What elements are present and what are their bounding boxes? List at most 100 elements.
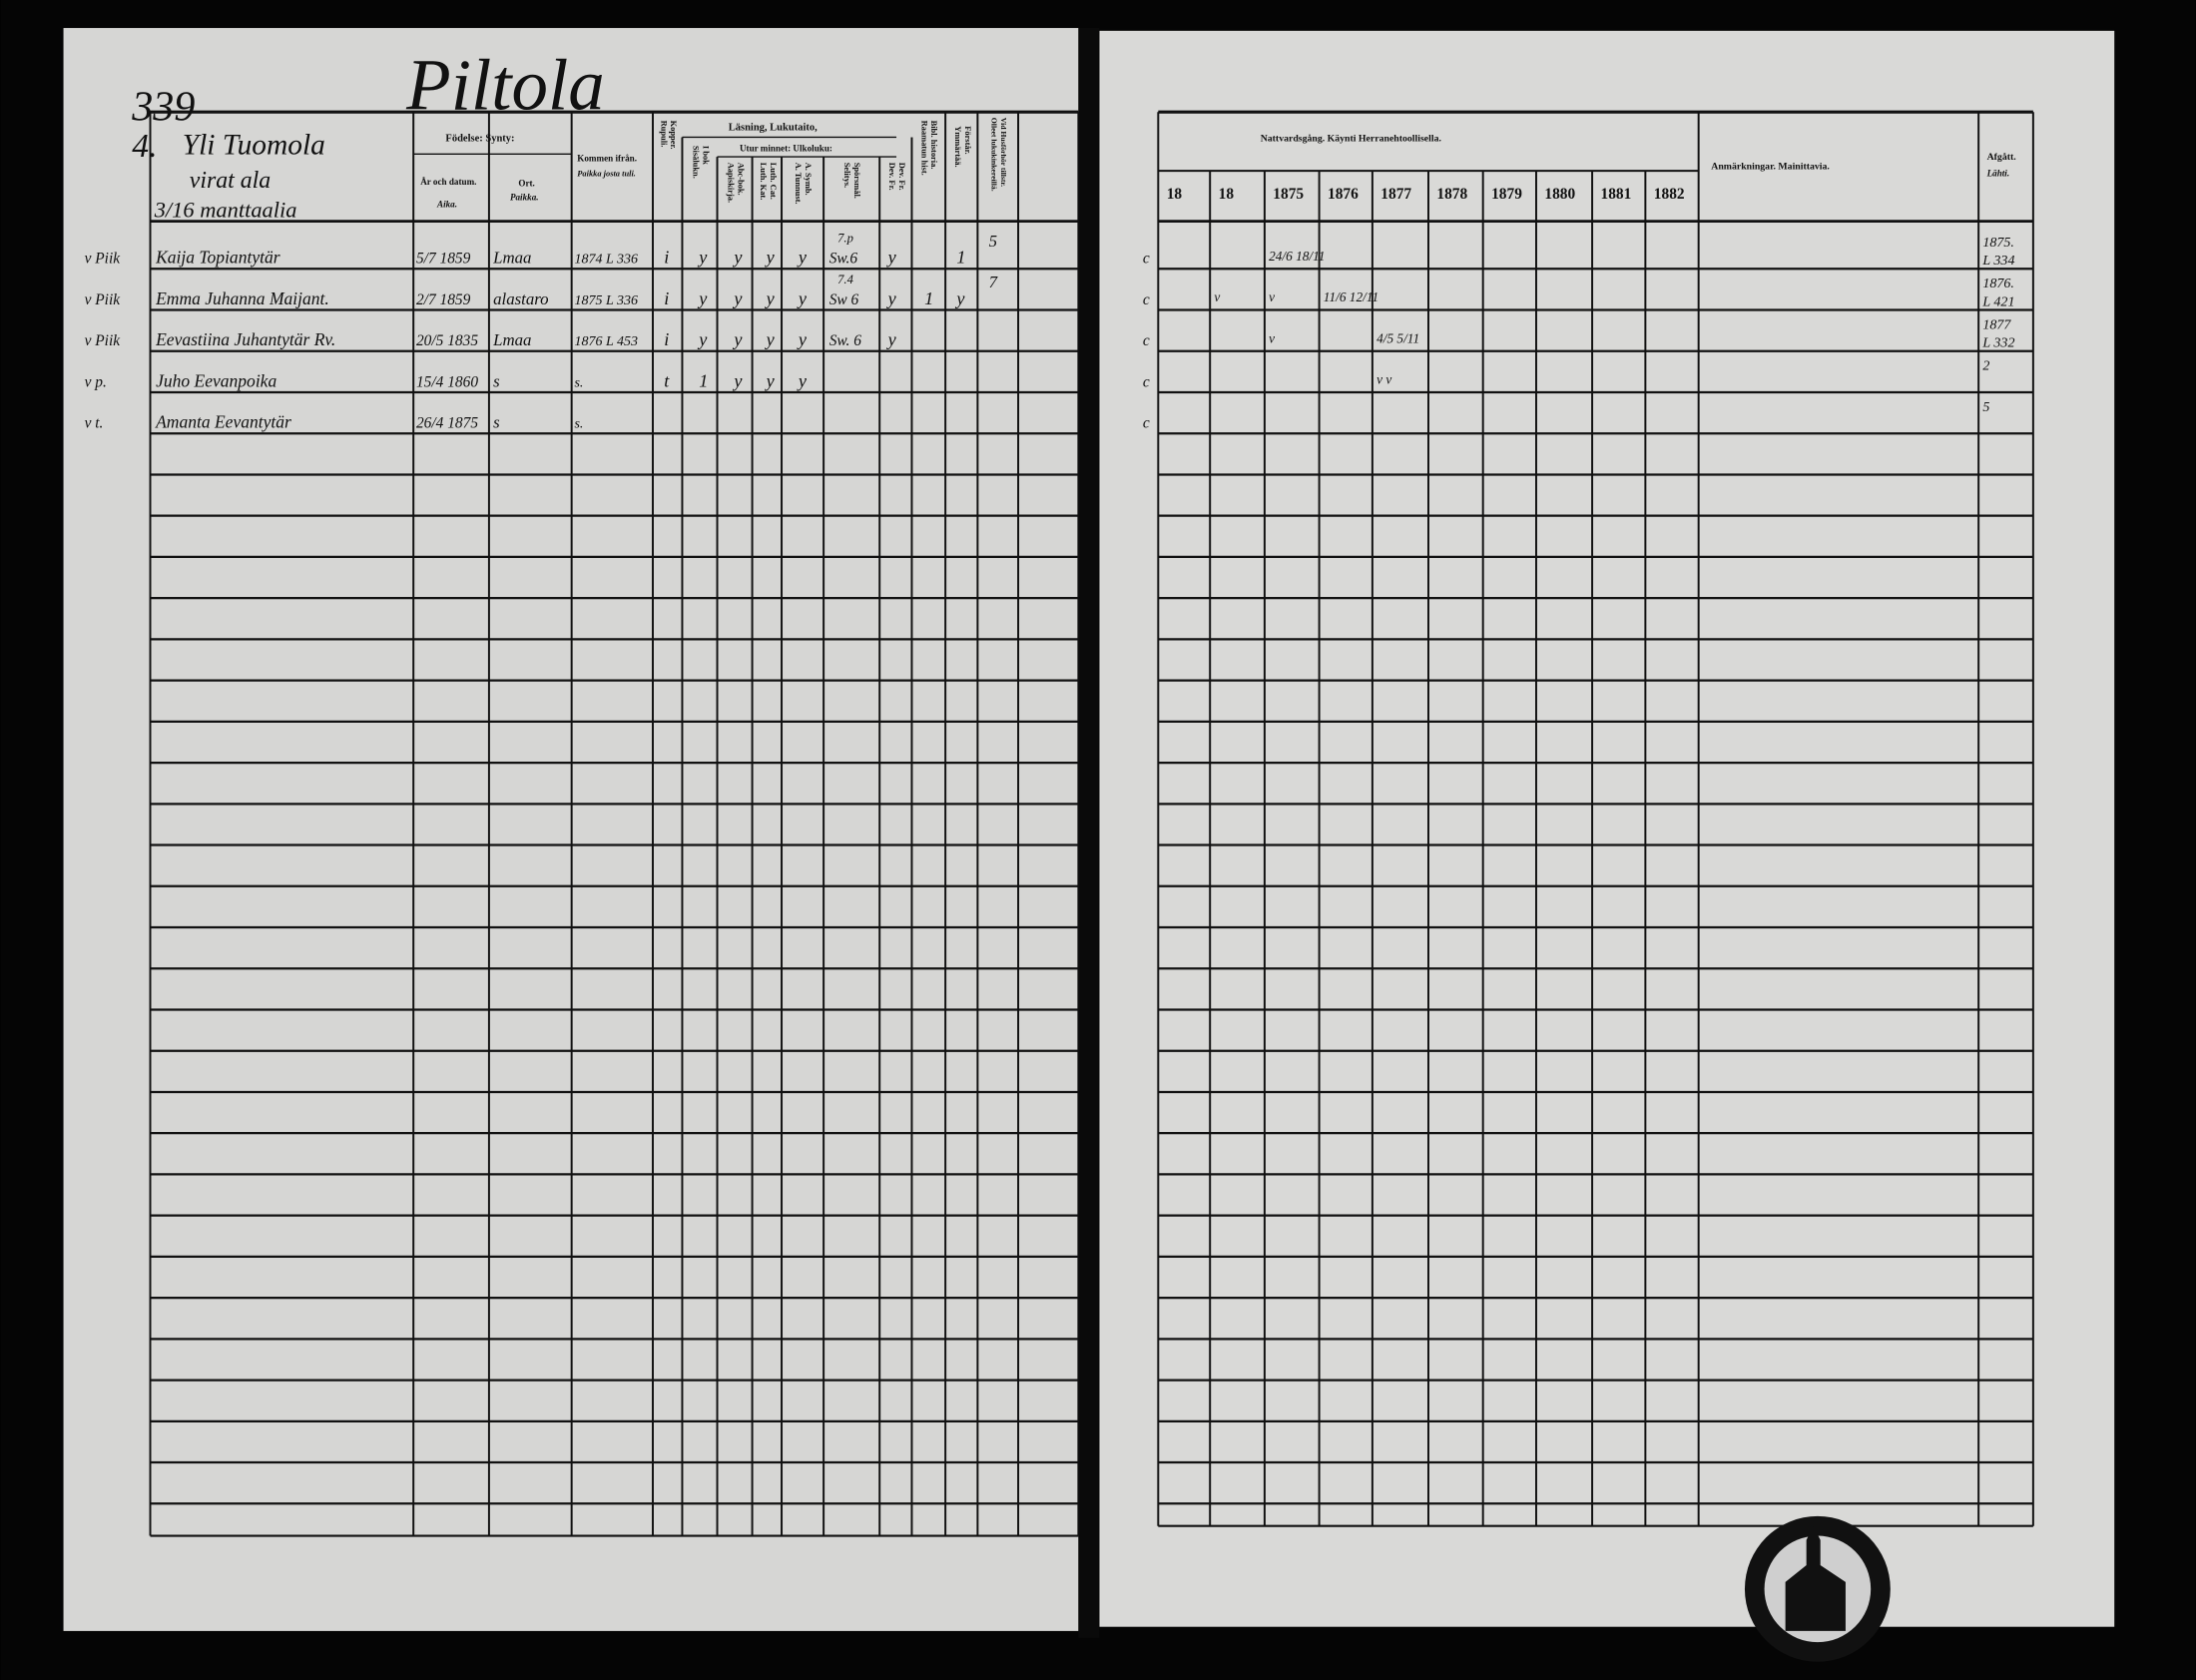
birth-place: alastaro [493,289,548,308]
header-communion: Nattvardsgång. Käynti Herranehtoollisell… [1261,134,1442,145]
vertical-headers: Kopper.Rupuli. I bokSisälukn. Abc-bok.Aa… [659,118,1008,205]
reading-mark: y [765,370,776,390]
header-departed-fi: Lähti. [1986,169,2010,179]
header-a-symb: A. Symb.A. Tunnust. [794,163,813,205]
table-row: c v v 11/6 12/11 1876. L 421 [1143,277,2015,309]
person-name: Emma Juhanna Maijant. [155,288,329,308]
reading-mark: y [697,288,708,308]
birth-date: 26/4 1875 [416,415,478,432]
understanding-mark: y [954,288,965,308]
row-tick: c [1143,332,1150,349]
row-tick: c [1143,415,1150,432]
bible-mark: 1 [924,288,933,308]
questions: Sw.6 [829,251,858,268]
departed-year: 5 [1982,400,1989,415]
header-last: Vid Husförhör tillstr.Olleet lukukinkere… [989,118,1008,192]
header-year-date: År och datum. [420,177,476,187]
table-row: v Piik Kaija Topiantytär 5/7 1859 Lmaa 1874 … [85,232,997,268]
last-mark: 7 [989,273,998,291]
year-header-1878: 1878 [1436,186,1467,203]
header-reading: Läsning, Lukutaito, [729,122,818,133]
reading-mark: y [732,248,743,268]
dev-mark: y [886,288,897,308]
header-birth: Födelse: Synty: [445,134,514,145]
household-name: Yli Tuomola [183,129,325,161]
birth-place: s [493,371,500,390]
year-header-1876: 1876 [1328,186,1359,203]
pox: i [664,329,669,349]
year-header-18: 18 [1167,186,1183,203]
birth-place: Lmaa [492,249,531,268]
row-tick: c [1143,373,1150,390]
table-row: c5 [1143,400,1990,432]
header-by-heart: Utur minnet: Ulkoluku: [740,143,832,153]
reading-mark: y [797,248,808,268]
person-name: Juho Eevanpoika [156,370,276,390]
header-questions: Spörsmål.Selitys. [842,163,861,199]
reading-mark: y [797,370,808,390]
reading-mark: y [797,288,808,308]
understanding-mark: 1 [956,248,965,268]
row-tick: c [1143,291,1150,308]
header-year-date-fi: Aika. [436,200,457,210]
year-header-1875: 1875 [1273,186,1304,203]
birth-date: 5/7 1859 [416,251,471,268]
reading-mark: y [765,288,776,308]
header-departed: Afgått. [1987,152,2017,163]
header-in-book: I bokSisälukn. [692,146,711,179]
table-row: v t. Amanta Eevantytär 26/4 1875 s s. [85,412,584,432]
row-mark: v p. [85,373,107,390]
communion-date: v [1269,330,1275,345]
person-name: Amanta Eevantytär [155,412,291,432]
dev-mark: y [886,248,897,268]
row-mark: v Piik [85,291,122,308]
left-rows: v Piik Kaija Topiantytär 5/7 1859 Lmaa 1874 … [85,232,998,432]
came-from: 1876 L 453 [574,334,638,349]
year-header-1879: 1879 [1491,186,1522,203]
communion-date: 24/6 18/11 [1269,249,1325,264]
communion-date: 4/5 5/11 [1376,330,1419,345]
questions-note: 7.p [837,232,853,246]
departed-page: L 421 [1981,294,2014,309]
header-came-from: Kommen ifrån. [577,153,637,163]
header-place: Ort. [518,179,534,189]
header-pox: Kopper.Rupuli. [659,121,678,150]
departed-page: L 334 [1981,254,2014,269]
questions: Sw. 6 [829,332,862,349]
table-row: c 24/6 18/11 1875. L 334 [1143,236,2015,269]
pox: i [664,288,669,308]
birth-date: 15/4 1860 [416,373,478,390]
right-page [1099,30,2115,1627]
year-header-1877: 1877 [1380,186,1411,203]
reading-mark: y [732,288,743,308]
reading-mark: y [732,370,743,390]
table-grid [149,110,2034,1537]
birth-date: 20/5 1835 [416,332,478,349]
last-mark: 5 [989,232,997,251]
questions-note: 7.4 [837,273,853,286]
header-dev: Dev. Fr.Dev. Fr. [887,163,906,191]
header-remarks: Anmärkningar. Mainittavia. [1711,162,1830,173]
header-bible: Bibl. historia.Raamatun hist. [919,121,938,176]
household-line3: 3/16 manttaalia [154,197,297,222]
questions: Sw 6 [829,291,859,308]
row-tick: c [1143,251,1150,268]
table-row: c v 4/5 5/11 1877 L 332 [1143,317,2015,350]
birth-place: s [493,413,500,432]
household-number: 4. [132,128,157,165]
departed-year: 1876. [1982,277,2014,291]
reading-mark: 1 [699,370,708,390]
dev-mark: y [886,329,897,349]
row-mark: v Piik [85,251,122,268]
pox: i [664,248,669,268]
departed-year: 1877 [1982,317,2011,332]
household-line2: virat ala [190,168,271,194]
table-row: v Piik Eevastiina Juhantytär Rv. 20/5 1835… [85,329,897,349]
reading-mark: y [732,329,743,349]
page-number: 339 [131,85,195,131]
row-mark: v t. [85,415,104,432]
reading-mark: y [797,329,808,349]
year-headers: 18 18 1875 1876 1877 1878 1879 1880 1881 1882 [1167,186,1685,203]
row-mark: v Piik [85,332,122,349]
